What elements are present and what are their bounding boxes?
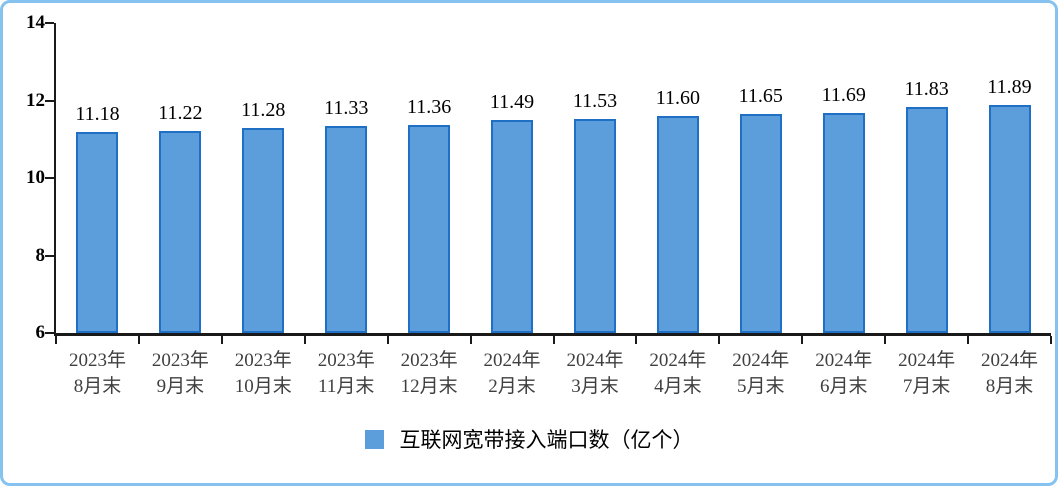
x-category-label: 2023年 12月末 [400, 350, 458, 397]
y-axis-tick [45, 177, 54, 179]
bar [408, 125, 451, 333]
x-axis-tick [137, 336, 140, 344]
x-axis-tick [967, 336, 970, 344]
x-axis-tick [884, 336, 887, 344]
bar-value-label: 11.60 [655, 87, 700, 109]
x-axis [54, 333, 1051, 336]
x-axis-tick [303, 336, 306, 344]
x-category-label: 2024年 6月末 [815, 350, 873, 397]
x-category-label: 2024年 4月末 [649, 350, 707, 397]
bar-value-label: 11.18 [75, 103, 120, 126]
x-category-label: 2024年 7月末 [898, 350, 956, 397]
x-axis-tick [718, 336, 721, 344]
y-tick-label: 14 [26, 12, 45, 33]
bar [822, 112, 865, 333]
bar [491, 120, 534, 333]
x-axis-tick [801, 336, 804, 344]
x-category-label: 2023年 9月末 [151, 350, 209, 397]
x-axis-tick [220, 336, 223, 344]
x-axis-tick [552, 336, 555, 344]
bar [325, 126, 368, 333]
y-tick-label: 6 [35, 322, 46, 343]
bar-chart: 6 8 10 12 14 11.18 2023年 8月末 11.22 2023年 9月末 11.2… [3, 3, 1055, 483]
bar-value-label: 11.53 [572, 89, 618, 112]
bar [76, 132, 119, 333]
y-tick-label: 8 [35, 244, 46, 266]
x-category-label: 2024年 3月末 [566, 350, 624, 397]
bar-value-label: 11.89 [987, 75, 1032, 98]
x-category-label: 2024年 8月末 [981, 350, 1039, 397]
bar-value-label: 11.28 [241, 99, 286, 122]
y-axis [54, 23, 56, 336]
bar-value-label: 11.22 [158, 101, 203, 124]
y-tick-label: 12 [26, 89, 45, 111]
x-axis-tick [55, 336, 57, 344]
bar [739, 114, 782, 333]
x-axis-tick [469, 336, 472, 344]
bar [656, 116, 699, 333]
x-category-label: 2023年 8月末 [68, 350, 126, 397]
y-axis-tick [45, 254, 54, 257]
y-tick-label: 10 [26, 167, 45, 188]
legend-label: 互联网宽带接入端口数（亿个） [399, 428, 694, 452]
bar-value-label: 11.65 [738, 85, 783, 108]
bar-value-label: 11.69 [821, 83, 866, 106]
x-category-label: 2023年 10月末 [234, 350, 292, 397]
x-category-label: 2024年 2月末 [483, 350, 541, 397]
legend: 互联网宽带接入端口数（亿个） [3, 424, 1055, 454]
bar-value-label: 11.36 [406, 96, 452, 119]
y-axis-tick [45, 332, 54, 334]
bar [573, 118, 616, 333]
bar-value-label: 11.33 [324, 97, 369, 120]
bar [159, 130, 202, 333]
bar [988, 104, 1031, 333]
bar-value-label: 11.83 [904, 78, 949, 101]
x-axis-tick [1050, 336, 1052, 344]
x-axis-tick [386, 336, 389, 344]
bar-value-label: 11.49 [489, 91, 535, 114]
x-axis-tick [635, 336, 638, 344]
legend-swatch-icon [364, 429, 384, 449]
x-category-label: 2023年 11月末 [317, 350, 375, 397]
bar [242, 128, 285, 333]
x-category-label: 2024年 5月末 [732, 350, 790, 397]
bar [905, 107, 948, 333]
y-axis-tick [45, 99, 54, 102]
y-axis-tick [45, 22, 54, 24]
